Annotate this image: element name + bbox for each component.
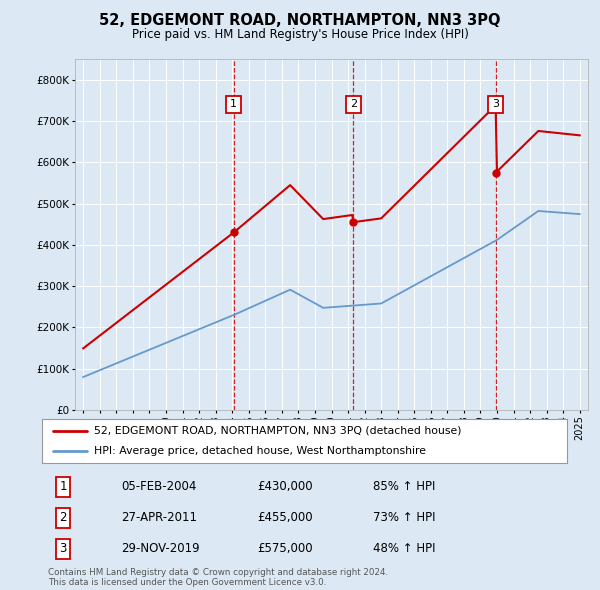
Text: 1: 1 [59,480,67,493]
Text: 52, EDGEMONT ROAD, NORTHAMPTON, NN3 3PQ: 52, EDGEMONT ROAD, NORTHAMPTON, NN3 3PQ [99,13,501,28]
Text: Contains HM Land Registry data © Crown copyright and database right 2024.
This d: Contains HM Land Registry data © Crown c… [48,568,388,587]
Text: HPI: Average price, detached house, West Northamptonshire: HPI: Average price, detached house, West… [95,446,427,456]
Text: 3: 3 [59,542,67,555]
Text: £455,000: £455,000 [257,511,313,525]
Text: 52, EDGEMONT ROAD, NORTHAMPTON, NN3 3PQ (detached house): 52, EDGEMONT ROAD, NORTHAMPTON, NN3 3PQ … [95,426,462,436]
Text: Price paid vs. HM Land Registry's House Price Index (HPI): Price paid vs. HM Land Registry's House … [131,28,469,41]
Text: 85% ↑ HPI: 85% ↑ HPI [373,480,435,493]
Text: £575,000: £575,000 [257,542,313,555]
Text: 1: 1 [230,100,237,109]
Text: 29-NOV-2019: 29-NOV-2019 [121,542,199,555]
Text: 48% ↑ HPI: 48% ↑ HPI [373,542,435,555]
Text: 05-FEB-2004: 05-FEB-2004 [121,480,196,493]
Text: 3: 3 [492,100,499,109]
Text: 73% ↑ HPI: 73% ↑ HPI [373,511,435,525]
Text: 2: 2 [350,100,357,109]
Text: 2: 2 [59,511,67,525]
Text: 27-APR-2011: 27-APR-2011 [121,511,197,525]
Text: £430,000: £430,000 [257,480,313,493]
